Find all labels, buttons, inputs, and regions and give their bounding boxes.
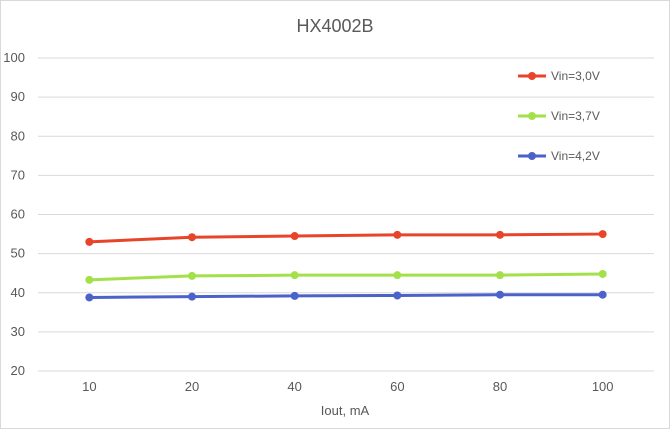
legend: Vin=3,0V Vin=3,7V Vin=4,2V: [518, 69, 600, 163]
x-tick-label: 20: [185, 379, 199, 394]
data-point: [496, 271, 504, 280]
data-point: [598, 290, 607, 299]
legend-swatch-marker: [528, 152, 536, 160]
data-point: [393, 271, 402, 280]
data-point: [290, 291, 299, 300]
series-lines: [85, 230, 607, 302]
y-tick-label: 30: [11, 324, 25, 339]
y-tick-label: 50: [11, 246, 25, 261]
y-axis-ticks: 20 30 40 50 60 70 80 90 100: [3, 50, 25, 378]
legend-label: Vin=4,2V: [551, 149, 600, 163]
y-tick-label: 60: [11, 207, 25, 222]
y-tick-label: 40: [11, 285, 25, 300]
series-line-0: [89, 232, 603, 244]
data-point: [290, 232, 299, 241]
data-point: [598, 230, 607, 239]
series-line-2: [89, 293, 603, 299]
x-axis-ticks: 10 20 40 60 80 100: [82, 379, 613, 394]
data-point: [393, 230, 402, 239]
x-tick-label: 40: [287, 379, 301, 394]
x-tick-label: 80: [493, 379, 507, 394]
data-point: [85, 237, 94, 246]
data-point: [496, 290, 504, 299]
data-point: [290, 271, 299, 280]
x-tick-label: 10: [82, 379, 96, 394]
y-tick-label: 20: [11, 363, 25, 378]
data-point: [598, 269, 607, 278]
chart-title: HX4002B: [296, 16, 373, 36]
legend-label: Vin=3,0V: [551, 69, 600, 83]
x-tick-label: 60: [390, 379, 404, 394]
y-tick-label: 80: [11, 128, 25, 143]
x-axis-title: Iout, mA: [321, 403, 370, 418]
legend-swatch-marker: [528, 72, 536, 80]
data-point: [496, 230, 504, 239]
data-point: [393, 291, 402, 300]
data-point: [188, 271, 196, 280]
legend-swatch-marker: [528, 112, 536, 120]
legend-label: Vin=3,7V: [551, 109, 600, 123]
y-tick-label: 90: [11, 89, 25, 104]
series-line-1: [89, 272, 603, 282]
data-point: [85, 275, 94, 284]
grid-lines: [38, 57, 654, 372]
y-tick-label: 70: [11, 167, 25, 182]
y-tick-label: 100: [3, 50, 25, 65]
data-point: [188, 233, 196, 242]
x-tick-label: 100: [592, 379, 614, 394]
data-point: [188, 292, 196, 301]
data-point: [85, 293, 94, 302]
